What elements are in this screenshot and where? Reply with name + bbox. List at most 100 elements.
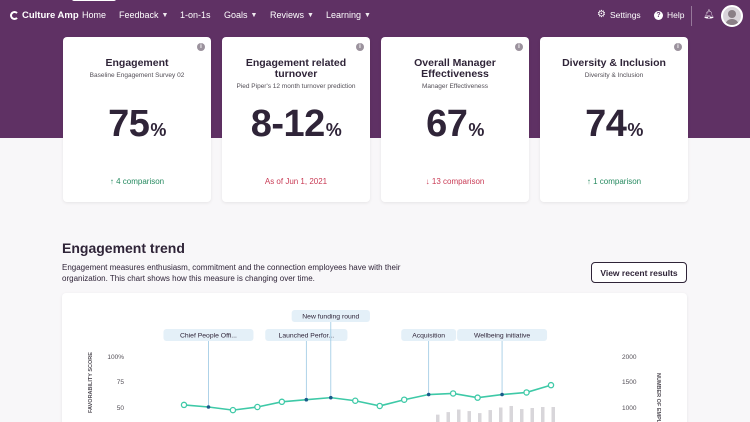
annotation-pill	[265, 329, 348, 341]
chevron-down-icon: ▼	[364, 11, 371, 19]
help-label: Help	[667, 10, 685, 20]
employee-count-bar	[446, 412, 450, 422]
event-marker-point	[304, 397, 309, 402]
gear-icon: ⚙	[597, 9, 606, 20]
nav-goals-label: Goals	[224, 10, 248, 20]
diversity-inclusion-card[interactable]: i Diversity & Inclusion Diversity & Incl…	[540, 37, 688, 202]
annotation-label: Acquisition	[412, 333, 445, 340]
nav-home-label: Home	[82, 10, 107, 20]
y-left-tick-label: 50	[117, 405, 125, 412]
card-date: As of Jun 1, 2021	[264, 177, 328, 186]
annotation-label: Launched Perfor...	[279, 333, 335, 340]
annotation-pill	[163, 329, 254, 341]
event-marker-point	[206, 405, 211, 409]
card-title: Diversity & Inclusion	[562, 57, 666, 69]
card-subtitle: Baseline Engagement Survey 02	[89, 72, 185, 79]
employee-count-bar	[520, 409, 524, 422]
y-right-axis-label: NUMBER OF EMPLOYEES	[655, 373, 661, 422]
engagement-trend-line	[183, 384, 552, 411]
employee-count-bar	[488, 410, 492, 422]
user-avatar[interactable]	[721, 5, 743, 27]
data-point	[229, 406, 237, 414]
y-left-axis-label: FAVORABILITY SCORE	[88, 352, 94, 413]
info-icon[interactable]: i	[356, 43, 364, 51]
data-point	[278, 398, 286, 406]
card-comparison: ↓ 13 comparison	[381, 177, 529, 186]
card-value: 74%	[540, 103, 688, 146]
nav-feedback[interactable]: Feedback ▼	[119, 10, 168, 20]
card-value: 75%	[63, 103, 211, 146]
nav-feedback-label: Feedback	[119, 10, 159, 20]
y-right-tick-label: 1000	[622, 405, 637, 412]
logo-icon	[10, 11, 19, 20]
annotation-pill	[457, 329, 548, 341]
annotation-pill	[401, 329, 457, 341]
employee-count-bar	[530, 408, 534, 422]
data-point	[547, 381, 555, 389]
top-navigation: Culture Amp Home Feedback ▼ 1-on-1s Goal…	[0, 0, 750, 32]
data-point	[254, 403, 261, 411]
chevron-down-icon: ▼	[307, 11, 314, 19]
chevron-down-icon: ▼	[250, 11, 258, 19]
card-title: Overall Manager Effectiveness	[414, 57, 496, 80]
event-marker-point	[500, 392, 504, 397]
nav-home[interactable]: Home	[71, 0, 117, 20]
card-title: Engagement	[105, 57, 169, 69]
turnover-card[interactable]: i Engagement related turnover Pied Piper…	[222, 37, 370, 202]
chevron-down-icon: ▼	[161, 11, 169, 19]
employee-count-bar	[551, 407, 555, 422]
card-value: 67%	[381, 103, 529, 146]
engagement-trend-heading: Engagement trend	[62, 240, 185, 256]
manager-effectiveness-card[interactable]: i Overall Manager Effectiveness Manager …	[381, 37, 529, 202]
data-point	[523, 389, 530, 396]
employee-count-bar	[478, 413, 482, 422]
info-icon[interactable]: i	[197, 43, 205, 51]
info-icon[interactable]: i	[515, 43, 523, 51]
card-comparison-text: 4 comparison	[116, 177, 165, 186]
data-point	[474, 394, 481, 401]
card-value-number: 74	[585, 103, 627, 145]
employee-count-bar	[541, 407, 545, 422]
y-left-tick-label: 75	[117, 379, 125, 386]
arrow-down-icon: ↓	[425, 177, 430, 186]
engagement-trend-description: Engagement measures enthusiasm, commitme…	[62, 263, 401, 283]
engagement-card[interactable]: i Engagement Baseline Engagement Survey …	[63, 37, 211, 202]
culture-amp-logo[interactable]: Culture Amp	[10, 10, 79, 21]
annotation-pill	[291, 310, 370, 322]
card-subtitle: Manager Effectiveness	[422, 83, 488, 90]
card-value-unit: %	[627, 120, 643, 140]
engagement-trend-chart: 100% 75 50 2000 1500 1000 FAVORABILITY SCORE NU…	[62, 293, 687, 422]
annotation-label: Wellbeing initiative	[474, 333, 530, 340]
help-icon: ?	[654, 10, 663, 20]
y-right-tick-label: 1500	[622, 379, 637, 386]
card-value-number: 75	[108, 103, 150, 145]
card-comparison-text: 1 comparison	[593, 177, 642, 186]
nav-learning[interactable]: Learning ▼	[326, 10, 371, 20]
card-comparison: ↑ 1 comparison	[540, 177, 688, 186]
nav-goals[interactable]: Goals ▼	[224, 10, 257, 20]
card-value-unit: %	[325, 120, 342, 140]
employee-count-bar	[509, 405, 513, 422]
card-value-number: 67	[426, 103, 468, 145]
view-recent-results-button[interactable]: View recent results	[591, 262, 687, 283]
settings-link[interactable]: ⚙ Settings	[597, 9, 641, 21]
card-value-unit: %	[468, 120, 484, 140]
info-icon[interactable]: i	[674, 43, 682, 51]
nav-reviews-label: Reviews	[270, 10, 305, 20]
data-point	[400, 396, 408, 403]
employee-count-bar	[457, 409, 461, 422]
event-marker-point	[426, 392, 431, 397]
nav-divider	[691, 6, 692, 26]
trend-chart-svg: 100% 75 50 2000 1500 1000 FAVORABILITY SCORE NU…	[88, 310, 661, 422]
card-subtitle: Diversity & Inclusion	[584, 72, 644, 79]
card-title: Engagement related turnover	[245, 57, 347, 80]
nav-reviews[interactable]: Reviews ▼	[270, 10, 314, 20]
help-link[interactable]: ? Help	[654, 10, 684, 20]
data-point	[180, 401, 188, 409]
nav-one-on-ones-label: 1-on-1s	[180, 10, 211, 20]
nav-one-on-ones[interactable]: 1-on-1s	[180, 10, 211, 20]
card-value: 8-12%	[222, 103, 370, 146]
bell-icon[interactable]: 🔔︎	[703, 9, 715, 19]
card-value-number: 8-12	[250, 103, 326, 145]
data-point	[352, 397, 359, 405]
